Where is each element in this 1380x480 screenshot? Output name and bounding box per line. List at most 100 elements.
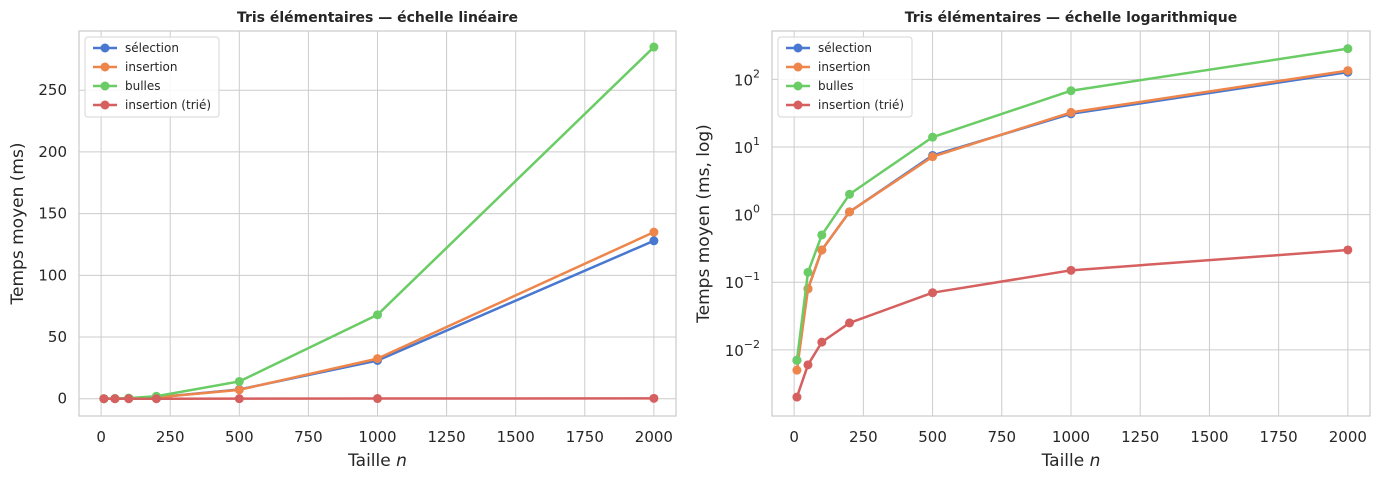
legend-swatch-marker	[793, 62, 803, 72]
y-tick-label: 100	[734, 203, 760, 225]
legend-item: sélection	[786, 41, 872, 55]
legend-item: insertion	[93, 60, 178, 74]
y-tick-label: 150	[38, 205, 67, 223]
x-tick-label: 750	[294, 428, 323, 446]
x-tick-label: 1750	[1260, 428, 1298, 446]
legend-item: bulles	[93, 79, 161, 93]
legend: sélection insertion bulles insertion (trié)	[84, 36, 220, 118]
data-point	[928, 152, 938, 162]
legend-frame	[84, 36, 220, 118]
y-tick-exponent: 2	[753, 67, 760, 80]
y-tick-exponent: −2	[744, 338, 760, 351]
chart-title: Tris élémentaires — échelle linéaire	[237, 10, 518, 26]
y-tick-base: 10	[734, 139, 753, 157]
series-3	[99, 393, 659, 404]
data-point	[373, 394, 382, 404]
data-point	[803, 360, 813, 370]
legend-swatch-marker	[793, 43, 803, 53]
x-axis-label: Taille n	[1041, 451, 1101, 471]
x-axis-label-variable: n	[1090, 451, 1101, 471]
series-3	[792, 245, 1353, 402]
data-point	[124, 394, 134, 404]
data-point	[649, 227, 659, 237]
y-tick-base: 10	[734, 71, 753, 89]
data-point	[803, 267, 813, 277]
x-tick-label: 750	[987, 428, 1016, 446]
data-point	[928, 132, 938, 142]
chart-linear: 0 250 500 750 1000 1250 1500 1750 2000 0 50 100 150 2…	[8, 10, 677, 471]
data-point	[110, 394, 120, 404]
x-tick-label: 500	[918, 428, 947, 446]
legend-swatch-marker	[100, 43, 110, 53]
x-tick-label: 250	[156, 428, 185, 446]
x-tick-label: 2000	[635, 428, 673, 446]
data-point	[1066, 107, 1076, 117]
y-tick-label: 10−2	[725, 338, 760, 360]
legend-label: sélection	[818, 41, 872, 55]
legend-item: sélection	[93, 41, 179, 55]
y-tick-exponent: −1	[744, 270, 760, 283]
data-point	[792, 355, 802, 365]
x-tick-label: 0	[789, 428, 799, 446]
y-tick-base: 10	[734, 207, 753, 225]
legend-label: bulles	[818, 79, 854, 93]
legend-swatch-marker	[100, 100, 110, 110]
y-axis-label: Temps moyen (ms, log)	[694, 124, 714, 324]
x-tick-label: 1000	[358, 428, 396, 446]
y-tick-label: 200	[38, 143, 67, 161]
data-point	[817, 230, 827, 240]
y-tick-label: 250	[38, 81, 67, 99]
legend-swatch-marker	[793, 81, 803, 91]
data-point	[234, 394, 244, 404]
data-point	[817, 245, 827, 255]
legend-item: insertion (trié)	[786, 98, 904, 112]
y-tick-label: 0	[57, 390, 67, 408]
y-tick-label: 100	[38, 266, 67, 284]
x-axis-label-text: Taille	[1041, 451, 1085, 471]
data-point	[1066, 265, 1076, 275]
x-tick-label: 500	[225, 428, 254, 446]
data-point	[817, 337, 827, 347]
x-tick-label: 1500	[1190, 428, 1228, 446]
data-point	[792, 392, 802, 402]
y-tick-base: 10	[725, 342, 744, 360]
y-tick-exponent: 0	[753, 203, 760, 216]
data-point	[99, 394, 109, 404]
series-2	[792, 44, 1353, 365]
data-point	[792, 365, 802, 375]
data-point	[373, 354, 382, 364]
data-point	[234, 385, 244, 395]
series-1	[792, 66, 1353, 375]
x-tick-label: 1500	[497, 428, 535, 446]
legend-item: insertion (trié)	[93, 98, 211, 112]
legend-label: insertion (trié)	[125, 98, 211, 112]
data-point	[649, 42, 659, 52]
data-point	[845, 318, 855, 328]
data-point	[151, 394, 161, 404]
y-tick-base: 10	[725, 274, 744, 292]
y-tick-label: 101	[734, 135, 760, 157]
x-axis-label-text: Taille	[347, 451, 391, 471]
x-tick-label: 250	[849, 428, 878, 446]
data-point	[234, 376, 244, 386]
x-tick-label: 1250	[428, 428, 466, 446]
data-point	[1066, 86, 1076, 96]
legend-label: insertion	[818, 60, 871, 74]
data-point	[1343, 66, 1353, 76]
x-axis-label-variable: n	[396, 451, 407, 471]
x-tick-label: 2000	[1329, 428, 1367, 446]
data-point	[373, 310, 382, 320]
data-point	[1343, 44, 1353, 54]
data-point	[845, 207, 855, 217]
data-point	[928, 288, 938, 298]
y-tick-exponent: 1	[753, 135, 760, 148]
x-tick-label: 1250	[1121, 428, 1159, 446]
data-point	[1343, 245, 1353, 255]
legend-frame	[777, 36, 913, 118]
legend-label: sélection	[125, 41, 179, 55]
y-tick-label: 50	[48, 328, 67, 346]
x-tick-label: 1000	[1052, 428, 1090, 446]
y-axis-label: Temps moyen (ms)	[8, 143, 28, 306]
chart-title: Tris élémentaires — échelle logarithmiqu…	[905, 10, 1238, 26]
